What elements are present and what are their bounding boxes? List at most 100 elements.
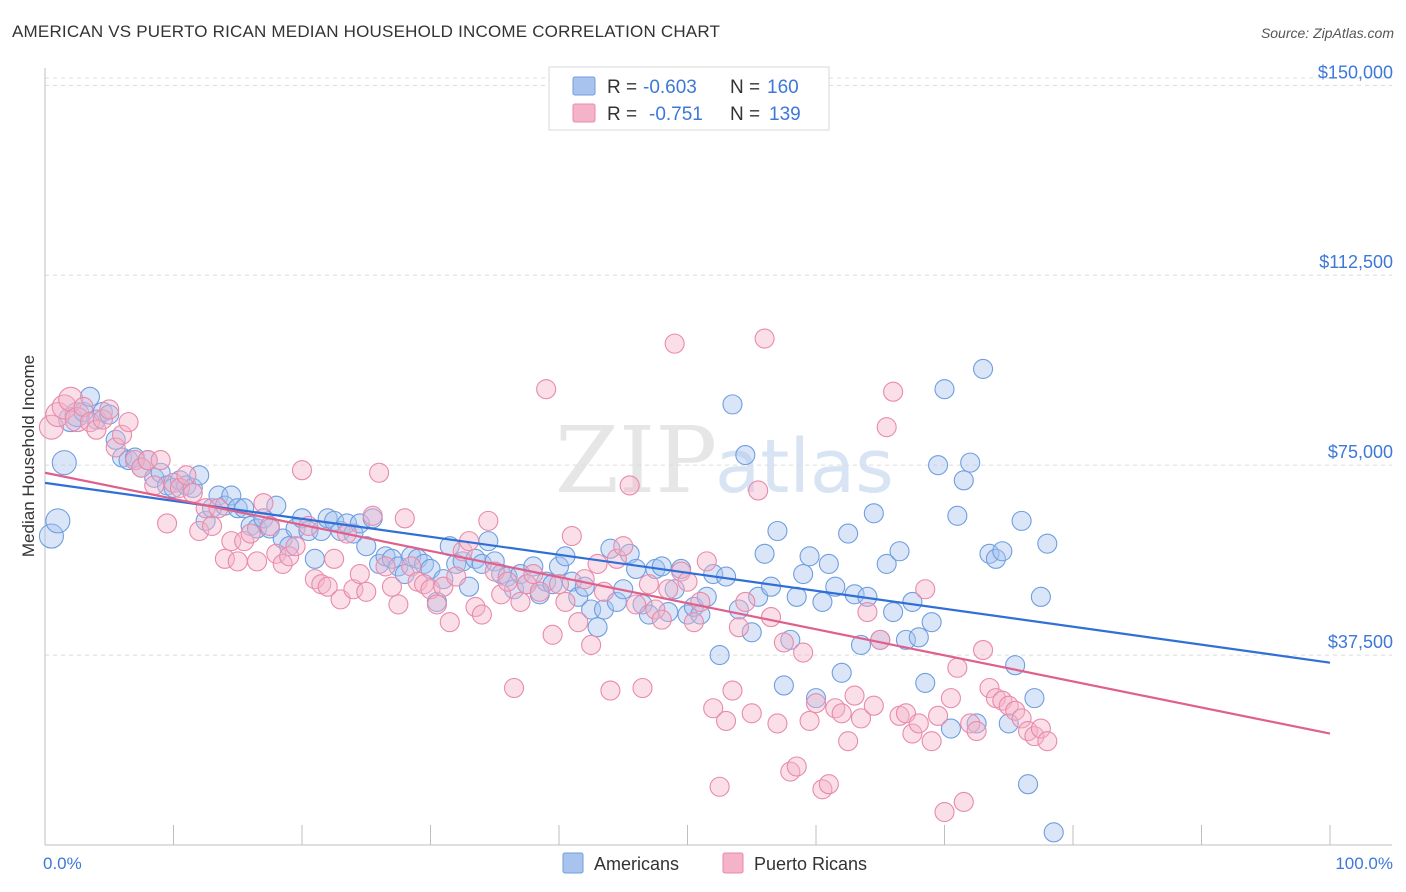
data-point — [703, 698, 724, 719]
data-point — [471, 604, 492, 625]
bottom-legend-swatch-puerto-ricans — [722, 852, 744, 874]
data-point — [895, 629, 917, 650]
data-point — [202, 515, 223, 536]
data-point — [279, 536, 300, 557]
bottom-legend-puerto-ricans: Puerto Ricans — [754, 854, 867, 874]
data-point — [947, 505, 968, 526]
data-point — [189, 520, 210, 542]
data-point — [510, 591, 531, 612]
data-point — [677, 571, 698, 592]
legend-r-label-2: R = — [607, 104, 637, 125]
watermark: ZIP atlas — [555, 407, 894, 514]
data-point — [947, 657, 968, 678]
data-point — [998, 713, 1019, 734]
legend-n-label-1: N = — [730, 77, 760, 98]
data-point — [979, 677, 1000, 699]
data-point — [221, 485, 242, 506]
bottom-legend-swatch-americans — [562, 852, 584, 874]
data-point — [908, 713, 929, 734]
data-point — [38, 414, 64, 440]
data-point — [369, 462, 390, 483]
data-point — [966, 713, 987, 734]
data-point — [38, 523, 64, 549]
data-point — [626, 558, 647, 580]
data-point — [825, 576, 846, 597]
data-point — [799, 546, 820, 567]
data-point — [259, 515, 280, 536]
data-point — [664, 579, 685, 600]
data-point — [542, 624, 563, 645]
data-point — [741, 622, 762, 643]
legend-n-label-2: N = — [730, 104, 760, 125]
data-point — [972, 358, 994, 379]
data-point — [773, 675, 794, 696]
data-point — [651, 609, 672, 630]
watermark-zip: ZIP — [555, 407, 717, 514]
data-point — [401, 556, 422, 577]
data-point — [516, 574, 537, 595]
data-point — [818, 774, 839, 795]
data-point — [992, 541, 1013, 562]
data-point — [754, 543, 775, 564]
data-point — [92, 409, 113, 430]
data-point — [150, 450, 171, 471]
data-point — [921, 731, 942, 752]
data-point — [632, 677, 653, 699]
data-point — [883, 601, 904, 623]
bottom-legend-americans: Americans — [594, 854, 679, 874]
trend-layer — [44, 471, 1331, 735]
data-point — [619, 475, 640, 496]
data-point — [439, 612, 460, 633]
data-point — [555, 591, 576, 612]
data-point — [863, 695, 884, 716]
data-point — [638, 574, 660, 595]
data-point — [754, 328, 775, 349]
data-point — [446, 566, 467, 587]
data-point — [388, 594, 409, 615]
data-point — [112, 424, 133, 445]
data-point — [349, 563, 370, 585]
data-point — [934, 802, 955, 823]
data-point — [279, 546, 300, 567]
y-tick-label: $112,500 — [1319, 252, 1393, 272]
data-point — [748, 480, 769, 501]
data-point — [291, 460, 313, 481]
legend-n-value-2: 139 — [769, 104, 801, 125]
data-point — [426, 594, 447, 615]
x-tick-label-end: 100.0% — [1335, 854, 1393, 873]
data-point — [876, 553, 897, 574]
data-point — [728, 617, 749, 638]
y-tick-label: $150,000 — [1318, 62, 1393, 82]
data-point — [240, 523, 261, 544]
data-point — [915, 672, 936, 693]
data-point — [536, 379, 557, 400]
data-point — [793, 563, 814, 585]
data-point — [169, 477, 190, 499]
data-point — [966, 720, 987, 742]
data-point — [760, 576, 782, 597]
data-point — [246, 551, 268, 572]
data-point — [767, 713, 788, 734]
x-tick-label-start: 0.0% — [43, 854, 82, 873]
data-point — [356, 581, 377, 602]
data-point — [850, 708, 872, 729]
legend-box — [548, 66, 830, 131]
source-label: Source: ZipAtlas.com — [1260, 25, 1394, 41]
data-point — [760, 607, 782, 628]
data-point — [381, 576, 403, 597]
data-point — [1017, 774, 1039, 795]
data-point — [741, 703, 762, 724]
data-point — [324, 548, 345, 569]
data-point — [600, 538, 621, 559]
data-point — [600, 680, 621, 701]
data-point — [105, 437, 126, 458]
data-point — [144, 475, 165, 496]
legend-n-value-1: 160 — [767, 77, 799, 98]
data-point — [626, 594, 647, 615]
data-point — [548, 574, 570, 595]
axes: $37,500 $75,000 $112,500 $150,000 0.0% 100.0% — [43, 62, 1393, 873]
data-point — [548, 556, 570, 577]
data-point — [285, 536, 306, 557]
data-point — [773, 632, 794, 653]
